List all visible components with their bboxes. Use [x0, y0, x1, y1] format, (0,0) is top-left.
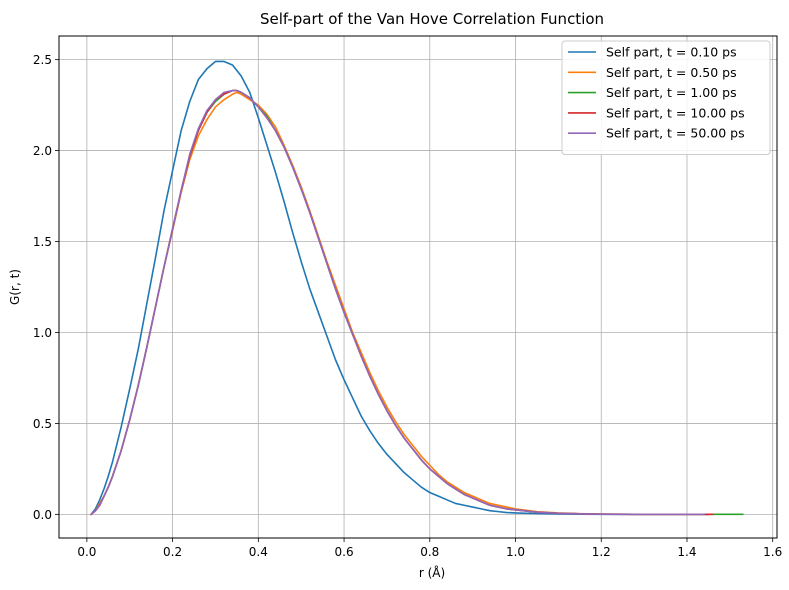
legend-box — [561, 40, 771, 155]
axis-ticks: 0.0 0.2 0.4 0.6 0.8 1.0 1.2 1.4 1.6 0.0 0.5 1.0 1.5 2… — [33, 53, 782, 559]
x-tick-label: 0.0 — [77, 545, 96, 559]
legend-label: Self part, t = 0.50 ps — [606, 65, 737, 80]
legend-label: Self part, t = 50.00 ps — [606, 126, 745, 141]
series-line-1 — [90, 60, 710, 516]
x-tick-label: 0.8 — [420, 545, 439, 559]
x-tick-label: 1.0 — [506, 545, 525, 559]
y-tick-label: 0.0 — [33, 508, 52, 522]
y-tick-label: 2.5 — [33, 53, 52, 67]
x-tick-label: 0.2 — [163, 545, 182, 559]
legend-label: Self part, t = 10.00 ps — [606, 105, 745, 120]
y-tick-label: 2.0 — [33, 144, 52, 158]
y-tick-label: 1.5 — [33, 235, 52, 249]
x-tick-label: 0.4 — [249, 545, 268, 559]
series-lines — [90, 60, 744, 516]
x-tick-label: 1.6 — [763, 545, 782, 559]
y-axis-label: G(r, t) — [8, 269, 22, 305]
legend-label: Self part, t = 1.00 ps — [606, 85, 737, 100]
series-line-5 — [90, 89, 705, 516]
legend-label: Self part, t = 0.10 ps — [606, 45, 737, 60]
x-tick-label: 0.6 — [335, 545, 354, 559]
y-tick-label: 0.5 — [33, 417, 52, 431]
x-axis-label: r (Å) — [419, 565, 445, 580]
y-tick-label: 1.0 — [33, 326, 52, 340]
chart-title: Self-part of the Van Hove Correlation Fu… — [260, 10, 604, 28]
legend: Self part, t = 0.10 ps Self part, t = 0.5… — [561, 40, 771, 155]
x-tick-label: 1.4 — [677, 545, 696, 559]
plot-frame — [58, 35, 778, 539]
x-tick-label: 1.2 — [592, 545, 611, 559]
